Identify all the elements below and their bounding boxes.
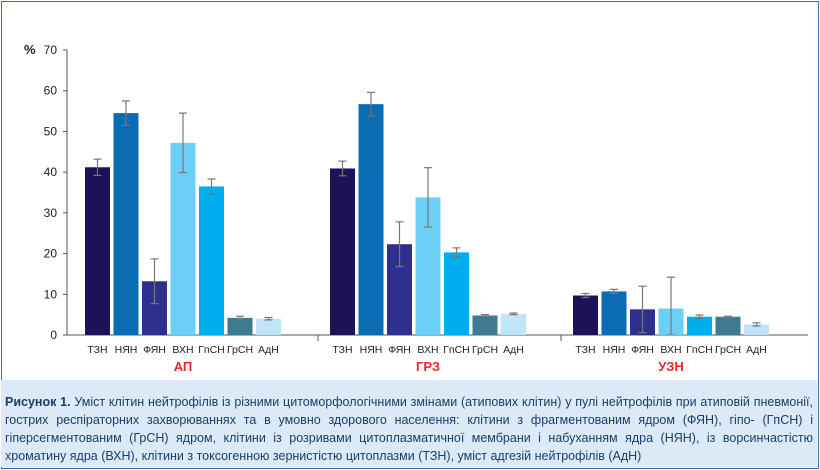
y-tick-label: 50	[44, 124, 58, 138]
x-tick-label: АдН	[746, 344, 767, 356]
x-tick-label: ГрСН	[227, 344, 253, 356]
group-label: УЗН	[658, 359, 684, 374]
bar	[330, 168, 355, 335]
y-unit-label: %	[24, 42, 36, 57]
x-tick-label: НЯН	[360, 344, 383, 356]
bar	[601, 291, 627, 335]
x-tick-label: АдН	[258, 344, 279, 356]
bar	[227, 317, 253, 335]
x-tick-label: НЯН	[115, 344, 138, 356]
x-tick-label: ВХН	[417, 344, 438, 356]
x-tick-label: ГрСН	[472, 344, 498, 356]
x-tick-label: ФЯН	[631, 344, 654, 356]
bars	[85, 91, 769, 336]
bar	[472, 315, 498, 335]
caption-text: Уміст клітин нейтрофілів із різними цито…	[5, 395, 813, 463]
x-tick-label: ГрСН	[715, 344, 741, 356]
group-labels: АП ГРЗ УЗН	[174, 359, 684, 374]
bar	[444, 252, 469, 335]
bar	[256, 318, 281, 335]
caption-label: Рисунок 1.	[5, 395, 71, 409]
group-label: АП	[174, 359, 193, 374]
x-tick-label: ФЯН	[143, 344, 166, 356]
bar	[687, 316, 712, 335]
x-tick-label: ВХН	[172, 344, 193, 356]
y-tick-label: 30	[44, 206, 58, 220]
bar	[573, 295, 598, 335]
y-tick-label: 10	[44, 287, 58, 301]
x-tick-label: ТЗН	[87, 344, 107, 356]
x-tick-label: ФЯН	[388, 344, 411, 356]
x-tick-label: ТЗН	[332, 344, 352, 356]
bar	[358, 104, 384, 336]
x-tick-label: НЯН	[603, 344, 626, 356]
x-labels: ТЗН НЯН ФЯН ВХН ГпСН ГрСН АдН ТЗН НЯН ФЯН ВХН ГпСН Г…	[87, 344, 766, 356]
bar	[199, 186, 224, 335]
y-axis: 0 10 20 30 40 50 60 70	[44, 43, 808, 342]
y-tick-label: 20	[44, 247, 58, 261]
x-tick-label: АдН	[503, 344, 524, 356]
bar	[170, 142, 196, 335]
group-label: ГРЗ	[416, 359, 440, 374]
y-tick-label: 0	[50, 328, 57, 342]
bar	[85, 167, 110, 335]
y-tick-label: 60	[44, 84, 58, 98]
y-tick-label: 70	[44, 43, 58, 57]
bar	[501, 313, 526, 335]
bar	[744, 324, 769, 335]
x-tick-label: ГпСН	[443, 344, 470, 356]
x-tick-label: ГпСН	[686, 344, 713, 356]
figure-caption: Рисунок 1. Уміст клітин нейтрофілів із р…	[5, 393, 813, 465]
bar	[113, 113, 139, 335]
y-tick-label: 40	[44, 165, 58, 179]
bar	[715, 316, 741, 335]
x-tick-label: ТЗН	[575, 344, 595, 356]
caption-box	[1, 380, 817, 467]
x-tick-label: ВХН	[660, 344, 681, 356]
x-tick-label: ГпСН	[198, 344, 225, 356]
